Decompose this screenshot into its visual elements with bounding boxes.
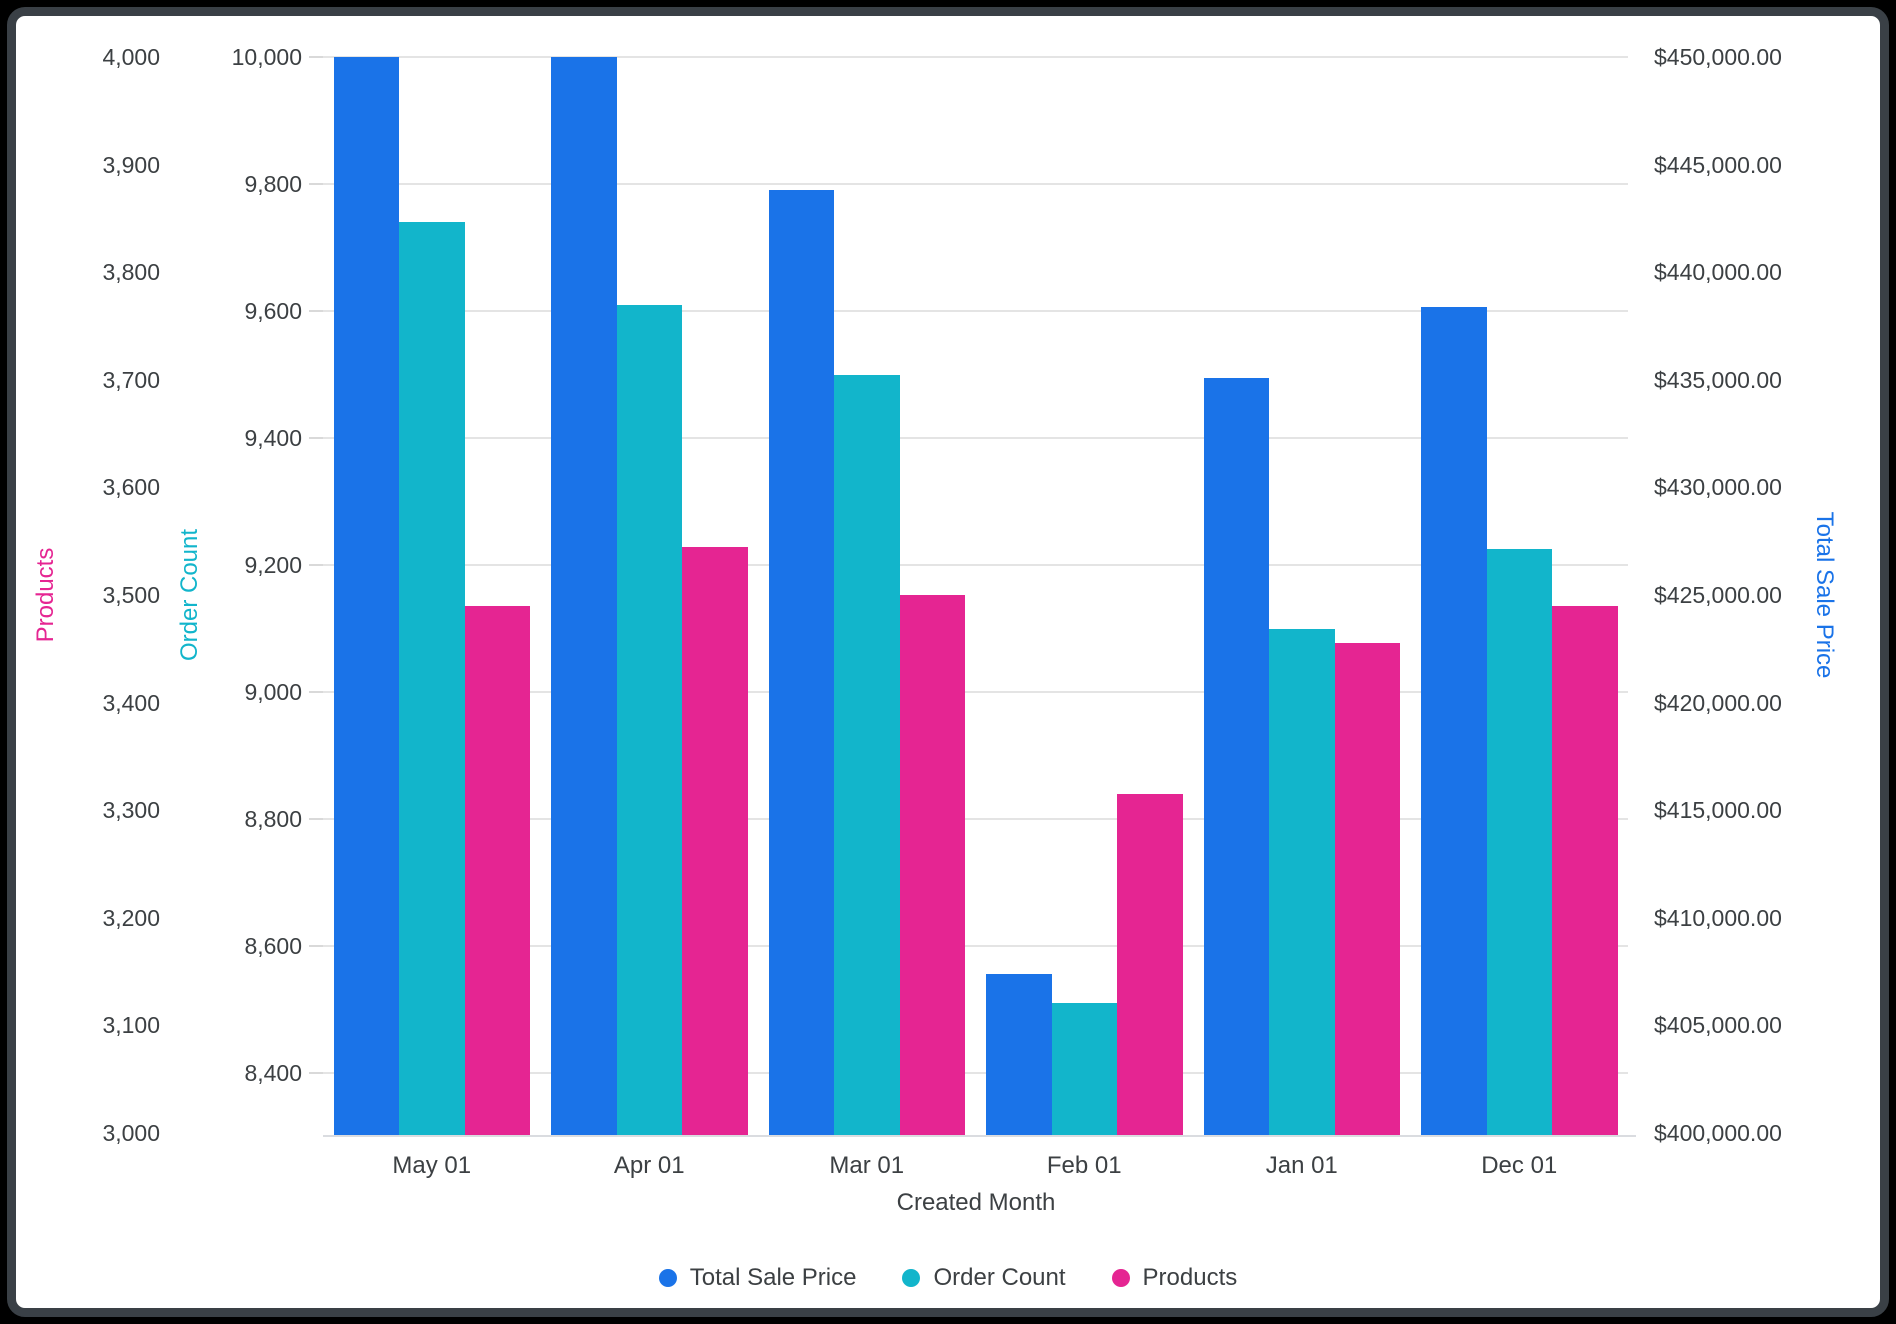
y-tick-label-order-count: 9,600	[244, 298, 302, 324]
y-tick-label-products: 3,500	[102, 582, 160, 608]
x-axis-line	[323, 1135, 1636, 1137]
gridline	[323, 183, 1628, 185]
bar-order-count-jan-01[interactable]	[1269, 628, 1335, 1135]
y-tick-label-products: 3,600	[102, 474, 160, 501]
y-tick-label-order-count: 9,000	[244, 679, 302, 705]
bar-total-sale-price-may-01[interactable]	[333, 57, 399, 1135]
order-count-tick-mark	[309, 818, 323, 820]
gridline	[323, 437, 1628, 439]
y-tick-label-order-count: 9,800	[244, 171, 302, 197]
y-tick-label-products: 3,800	[102, 259, 160, 286]
gridline	[323, 818, 1628, 820]
y-tick-label-products: 3,200	[102, 904, 160, 931]
bar-order-count-may-01[interactable]	[399, 222, 465, 1135]
order-count-tick-mark	[309, 564, 323, 566]
y-tick-label-order-count: 8,400	[244, 1060, 302, 1086]
y-tick-label-total-sale-price: $430,000.00	[1654, 474, 1782, 501]
bar-total-sale-price-jan-01[interactable]	[1203, 377, 1269, 1135]
legend-label: Total Sale Price	[689, 1264, 857, 1291]
y-tick-label-products: 3,300	[102, 797, 160, 824]
bar-products-mar-01[interactable]	[899, 595, 965, 1135]
x-tick-label-apr-01: Apr 01	[613, 1152, 685, 1179]
bar-total-sale-price-dec-01[interactable]	[1421, 306, 1487, 1135]
y-tick-label-products: 4,000	[102, 44, 160, 70]
gridline	[323, 564, 1628, 566]
y-tick-label-products: 3,400	[102, 689, 160, 716]
order-count-tick-mark	[309, 691, 323, 693]
y-tick-label-total-sale-price: $400,000.00	[1654, 1120, 1782, 1146]
gridline	[323, 945, 1628, 947]
legend-item-order-count[interactable]: Order Count	[902, 1264, 1066, 1292]
legend: Total Sale Price Order Count Products	[0, 1264, 1896, 1292]
legend-label: Order Count	[933, 1264, 1066, 1291]
y-tick-label-total-sale-price: $415,000.00	[1654, 797, 1782, 824]
y-tick-label-total-sale-price: $445,000.00	[1654, 151, 1782, 178]
legend-label: Products	[1142, 1264, 1238, 1291]
gridline	[323, 1072, 1628, 1074]
y-axis-title-order-count: Order Count	[176, 528, 203, 662]
x-tick-label-mar-01: Mar 01	[829, 1152, 905, 1179]
y-tick-label-products: 3,700	[102, 366, 160, 393]
y-tick-label-total-sale-price: $405,000.00	[1654, 1012, 1782, 1039]
y-tick-label-total-sale-price: $425,000.00	[1654, 582, 1782, 608]
bar-total-sale-price-feb-01[interactable]	[986, 973, 1052, 1135]
bar-order-count-mar-01[interactable]	[834, 374, 900, 1135]
order-count-tick-mark	[309, 310, 323, 312]
y-tick-label-products: 3,100	[102, 1012, 160, 1039]
bar-products-jan-01[interactable]	[1334, 643, 1400, 1135]
y-tick-label-order-count: 8,600	[244, 933, 302, 959]
bar-products-may-01[interactable]	[464, 605, 530, 1135]
x-axis-title: Created Month	[896, 1189, 1056, 1216]
y-tick-label-total-sale-price: $410,000.00	[1654, 904, 1782, 931]
y-tick-label-order-count: 9,400	[244, 425, 302, 451]
y-tick-label-total-sale-price: $435,000.00	[1654, 366, 1782, 393]
legend-item-total-sale-price[interactable]: Total Sale Price	[658, 1264, 857, 1292]
bar-order-count-dec-01[interactable]	[1486, 549, 1552, 1135]
gridline	[323, 310, 1628, 312]
gridline	[323, 691, 1628, 693]
y-tick-label-total-sale-price: $450,000.00	[1654, 44, 1782, 70]
y-tick-label-order-count: 8,800	[244, 806, 302, 832]
y-tick-label-total-sale-price: $440,000.00	[1654, 259, 1782, 286]
y-axis-title-products: Products	[32, 547, 59, 643]
bar-products-dec-01[interactable]	[1552, 605, 1618, 1135]
order-count-tick-mark	[309, 1072, 323, 1074]
x-tick-label-jan-01: Jan 01	[1265, 1152, 1338, 1179]
bar-order-count-apr-01[interactable]	[616, 304, 682, 1135]
y-axis-title-total-sale-price: Total Sale Price	[1811, 511, 1838, 679]
order-count-tick-mark	[309, 183, 323, 185]
products-legend-dot-icon	[1111, 1269, 1130, 1287]
order-count-tick-mark	[309, 945, 323, 947]
order-count-legend-dot-icon	[902, 1269, 921, 1287]
x-tick-label-may-01: May 01	[392, 1152, 472, 1179]
y-tick-label-order-count: 10,000	[231, 44, 302, 70]
y-tick-label-total-sale-price: $420,000.00	[1654, 689, 1782, 716]
y-tick-label-products: 3,000	[102, 1120, 160, 1146]
bar-total-sale-price-apr-01[interactable]	[551, 57, 617, 1135]
gridline	[323, 56, 1628, 58]
legend-item-products[interactable]: Products	[1111, 1264, 1238, 1292]
bar-total-sale-price-mar-01[interactable]	[768, 190, 834, 1135]
x-tick-label-feb-01: Feb 01	[1046, 1152, 1122, 1179]
bar-order-count-feb-01[interactable]	[1051, 1003, 1117, 1135]
y-tick-label-products: 3,900	[102, 151, 160, 178]
total-sale-price-legend-dot-icon	[658, 1269, 677, 1287]
order-count-tick-mark	[309, 56, 323, 58]
bar-products-apr-01[interactable]	[682, 546, 748, 1135]
y-tick-label-order-count: 9,200	[244, 552, 302, 578]
bar-products-feb-01[interactable]	[1117, 794, 1183, 1135]
x-tick-label-dec-01: Dec 01	[1481, 1152, 1558, 1179]
order-count-tick-mark	[309, 437, 323, 439]
